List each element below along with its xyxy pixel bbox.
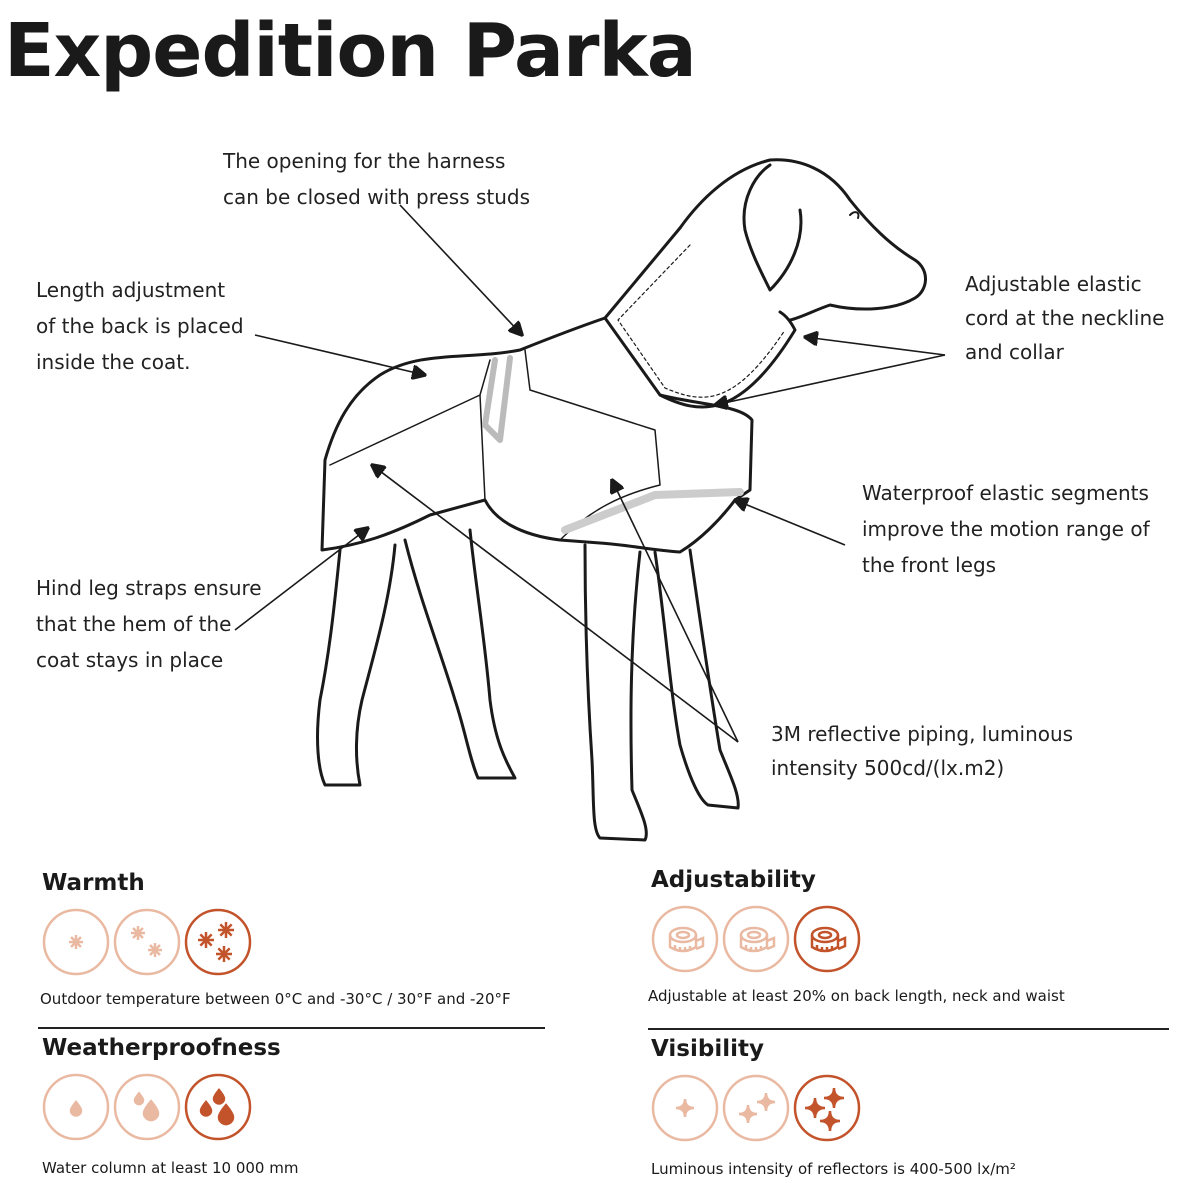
feature-title: Visibility	[651, 1036, 764, 1062]
rating-icons	[651, 905, 1065, 977]
feature-visibility: Visibility Luminous intensity of reflect…	[651, 1036, 1016, 1178]
dog-hind-leg-left	[316, 543, 397, 787]
arrow-reflective-1	[372, 465, 739, 743]
snowflake-rating-3-icon	[184, 908, 252, 980]
sparkle-rating-2-icon	[722, 1074, 790, 1146]
water-drop-rating-3-icon	[184, 1073, 252, 1145]
arrow-reflective-2	[612, 480, 739, 743]
arrow-cord-2	[715, 354, 946, 405]
measuring-tape-rating-2-icon	[722, 905, 790, 977]
feature-description: Outdoor temperature between 0°C and -30°…	[40, 990, 511, 1008]
coat-collar	[603, 226, 797, 409]
feature-description: Luminous intensity of reflectors is 400-…	[651, 1160, 1016, 1178]
dog-front-leg-right	[653, 548, 740, 810]
rating-icons	[42, 908, 511, 980]
snowflake-rating-1-icon	[42, 908, 110, 980]
arrow-harness	[399, 204, 522, 335]
water-drop-rating-2-icon	[113, 1073, 181, 1145]
feature-title: Adjustability	[651, 867, 816, 893]
feature-description: Water column at least 10 000 mm	[42, 1159, 299, 1177]
dog-hind-leg-right	[403, 528, 517, 780]
page-title: Expedition Parka	[4, 8, 697, 94]
annotation-harness: The opening for the harness can be close…	[223, 149, 531, 209]
rating-icons	[42, 1073, 298, 1145]
divider	[38, 1027, 545, 1029]
sparkle-rating-1-icon	[651, 1074, 719, 1146]
feature-description: Adjustable at least 20% on back length, …	[648, 987, 1065, 1005]
snowflake-rating-2-icon	[113, 908, 181, 980]
dog-front-leg-left	[583, 543, 648, 842]
annotation-length: Length adjustment of the back is placed …	[36, 278, 244, 374]
arrow-waterproof	[735, 500, 846, 546]
annotation-hind-leg: Hind leg straps ensure that the hem of t…	[36, 576, 262, 672]
annotation-elastic-cord: Adjustable elastic cord at the neckline …	[965, 272, 1165, 364]
arrow-hind-leg	[234, 528, 368, 631]
dog-head	[678, 158, 927, 322]
dog-ear	[742, 163, 803, 292]
divider	[648, 1028, 1169, 1030]
measuring-tape-rating-1-icon	[651, 905, 719, 977]
rating-icons	[651, 1074, 1016, 1146]
annotation-waterproof: Waterproof elastic segments improve the …	[862, 481, 1150, 577]
feature-title: Warmth	[42, 870, 145, 896]
water-drop-rating-1-icon	[42, 1073, 110, 1145]
feature-weatherproofness: Weatherproofness Water column at least 1…	[42, 1035, 298, 1177]
feature-adjustability: Adjustability Adjustable at least 20% on…	[648, 867, 1065, 1005]
arrow-length	[254, 334, 425, 375]
arrow-cord-1	[805, 337, 946, 356]
annotation-reflective: 3M reflective piping, luminous intensity…	[771, 722, 1074, 780]
callout-arrows	[234, 204, 946, 743]
dog-coat-illustration	[316, 158, 927, 842]
sparkle-rating-3-icon	[793, 1074, 861, 1146]
coat-body	[320, 316, 754, 554]
feature-warmth: Warmth Outdoor temperature between 0°C a…	[40, 870, 511, 1008]
measuring-tape-rating-3-icon	[793, 905, 861, 977]
feature-title: Weatherproofness	[42, 1035, 281, 1061]
